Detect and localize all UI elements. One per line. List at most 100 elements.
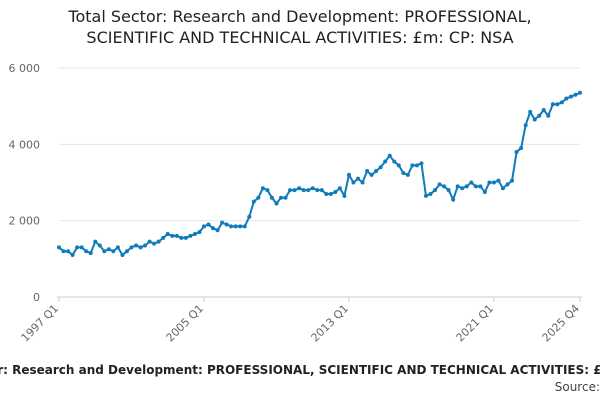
- data-point: [88, 251, 93, 256]
- data-point: [143, 243, 148, 248]
- data-point: [292, 188, 297, 193]
- data-point: [573, 92, 578, 97]
- data-point: [57, 245, 61, 250]
- data-point: [460, 186, 465, 191]
- data-point: [201, 224, 206, 229]
- data-point: [310, 186, 315, 191]
- data-point: [528, 109, 533, 114]
- data-point: [297, 186, 302, 191]
- data-point: [423, 193, 428, 198]
- data-point: [442, 184, 447, 189]
- data-point: [79, 245, 84, 250]
- x-tick-label: 1997 Q1: [19, 302, 62, 345]
- y-tick-label: 4 000: [9, 138, 41, 151]
- data-point: [238, 224, 243, 229]
- data-point: [546, 113, 551, 118]
- data-point: [351, 180, 356, 185]
- data-point: [197, 230, 202, 235]
- data-point: [84, 249, 89, 254]
- data-point: [66, 249, 71, 254]
- data-point: [374, 169, 379, 174]
- y-tick-label: 0: [33, 291, 40, 304]
- data-point: [183, 235, 188, 240]
- data-point: [532, 117, 537, 122]
- data-point: [147, 239, 152, 244]
- data-point: [115, 245, 120, 250]
- series-line: [58, 91, 581, 257]
- data-point: [278, 195, 283, 200]
- data-point: [97, 243, 102, 248]
- data-point: [274, 201, 279, 206]
- data-point: [541, 107, 546, 112]
- data-point: [514, 149, 519, 154]
- data-point: [455, 184, 460, 189]
- data-point: [211, 226, 216, 231]
- data-point: [487, 180, 492, 185]
- data-point: [578, 90, 582, 95]
- data-point: [229, 224, 234, 229]
- data-point: [165, 232, 170, 237]
- data-point: [301, 188, 306, 193]
- data-point: [568, 94, 573, 99]
- data-point: [378, 165, 383, 170]
- data-point: [220, 220, 225, 225]
- data-point: [152, 241, 157, 246]
- data-point: [564, 96, 569, 101]
- data-point: [550, 102, 555, 107]
- data-point: [510, 178, 515, 183]
- data-point: [482, 190, 487, 195]
- data-point: [179, 235, 184, 240]
- x-tick-label: 2021 Q1: [454, 302, 497, 345]
- data-point: [319, 188, 324, 193]
- y-tick-label: 2 000: [9, 215, 41, 228]
- x-tick-label: 2013 Q1: [309, 302, 352, 345]
- data-point: [283, 195, 288, 200]
- data-point: [433, 188, 438, 193]
- data-point: [401, 170, 406, 175]
- data-point: [192, 232, 197, 237]
- data-point: [111, 249, 116, 254]
- data-point: [356, 176, 361, 181]
- data-point: [451, 197, 456, 202]
- data-point: [134, 243, 139, 248]
- data-point: [428, 191, 433, 196]
- data-point: [342, 193, 347, 198]
- data-point: [324, 191, 329, 196]
- data-point: [333, 190, 338, 195]
- data-point: [138, 245, 143, 250]
- data-point: [260, 186, 265, 191]
- data-point: [337, 186, 342, 191]
- source: Source:: [555, 380, 600, 394]
- data-point: [188, 233, 193, 238]
- data-point: [129, 245, 134, 250]
- data-point: [315, 188, 320, 193]
- footer-title: Total Sector: Research and Development: …: [0, 363, 600, 377]
- data-point: [491, 180, 496, 185]
- data-point: [70, 253, 75, 258]
- data-point: [505, 182, 510, 187]
- data-point: [170, 233, 175, 238]
- data-point: [496, 178, 501, 183]
- data-point: [500, 186, 505, 191]
- data-point: [419, 161, 424, 166]
- data-point: [346, 172, 351, 177]
- data-point: [93, 239, 98, 244]
- x-tick-label: 2005 Q1: [164, 302, 207, 345]
- data-point: [537, 113, 542, 118]
- data-point: [120, 253, 125, 258]
- data-point: [464, 184, 469, 189]
- data-point: [242, 224, 247, 229]
- data-point: [106, 247, 111, 252]
- data-point: [269, 195, 274, 200]
- data-point: [446, 188, 451, 193]
- data-point: [414, 163, 419, 168]
- y-tick-label: 6 000: [9, 62, 41, 75]
- data-point: [161, 235, 166, 240]
- data-point: [288, 188, 293, 193]
- data-point: [559, 100, 564, 105]
- data-point: [523, 123, 528, 128]
- data-point: [365, 169, 370, 174]
- data-point: [519, 146, 524, 151]
- data-point: [256, 195, 261, 200]
